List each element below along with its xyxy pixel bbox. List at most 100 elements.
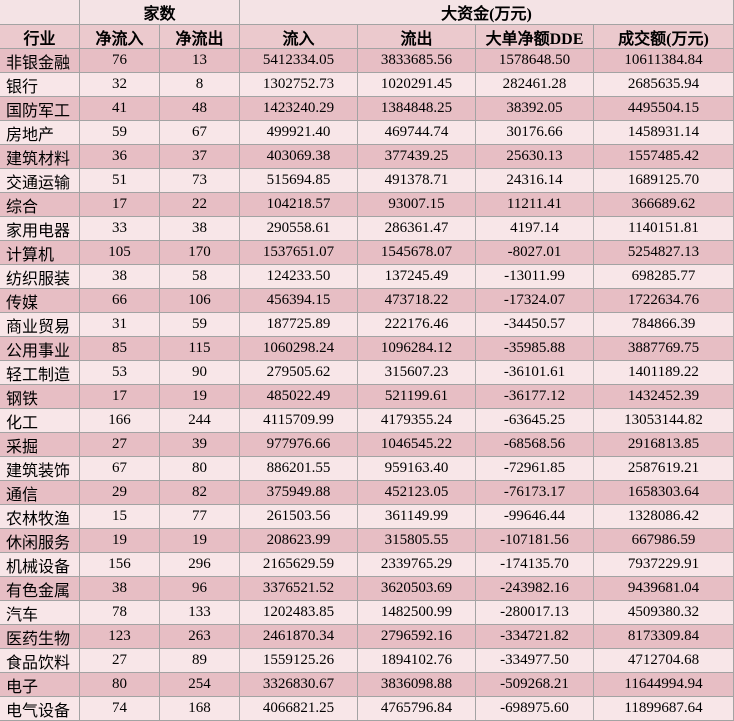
table-cell: 27 bbox=[80, 649, 160, 673]
table-cell: 5412334.05 bbox=[240, 49, 358, 73]
table-cell: 1423240.29 bbox=[240, 97, 358, 121]
table-cell: 115 bbox=[160, 337, 240, 361]
table-cell: 290558.61 bbox=[240, 217, 358, 241]
table-cell: 41 bbox=[80, 97, 160, 121]
table-cell: 499921.40 bbox=[240, 121, 358, 145]
table-cell: 1046545.22 bbox=[358, 433, 476, 457]
table-cell: 3376521.52 bbox=[240, 577, 358, 601]
table-cell: 19 bbox=[160, 529, 240, 553]
table-cell: 73 bbox=[160, 169, 240, 193]
table-cell: 80 bbox=[80, 673, 160, 697]
table-cell: 2796592.16 bbox=[358, 625, 476, 649]
table-cell: 82 bbox=[160, 481, 240, 505]
table-cell: 25630.13 bbox=[476, 145, 594, 169]
table-cell: 133 bbox=[160, 601, 240, 625]
industry-name: 家用电器 bbox=[0, 217, 80, 241]
table-cell: 11644994.94 bbox=[594, 673, 734, 697]
table-cell: 361149.99 bbox=[358, 505, 476, 529]
table-cell: 29 bbox=[80, 481, 160, 505]
table-cell: 93007.15 bbox=[358, 193, 476, 217]
table-cell: -13011.99 bbox=[476, 265, 594, 289]
industry-name: 综合 bbox=[0, 193, 80, 217]
table-cell: 977976.66 bbox=[240, 433, 358, 457]
table-cell: 4115709.99 bbox=[240, 409, 358, 433]
industry-name: 医药生物 bbox=[0, 625, 80, 649]
table-cell: 1894102.76 bbox=[358, 649, 476, 673]
table-cell: 1545678.07 bbox=[358, 241, 476, 265]
table-cell: 2461870.34 bbox=[240, 625, 358, 649]
table-cell: 469744.74 bbox=[358, 121, 476, 145]
table-cell: 104218.57 bbox=[240, 193, 358, 217]
table-cell: 473718.22 bbox=[358, 289, 476, 313]
column-header: 净流出 bbox=[160, 25, 240, 49]
table-cell: 4765796.84 bbox=[358, 697, 476, 721]
table-cell: 485022.49 bbox=[240, 385, 358, 409]
table-cell: 1689125.70 bbox=[594, 169, 734, 193]
table-cell: 17 bbox=[80, 193, 160, 217]
table-cell: 32 bbox=[80, 73, 160, 97]
industry-name: 食品饮料 bbox=[0, 649, 80, 673]
table-cell: 80 bbox=[160, 457, 240, 481]
table-cell: 1578648.50 bbox=[476, 49, 594, 73]
table-cell: 456394.15 bbox=[240, 289, 358, 313]
table-cell: -35985.88 bbox=[476, 337, 594, 361]
table-cell: 282461.28 bbox=[476, 73, 594, 97]
table-cell: 3620503.69 bbox=[358, 577, 476, 601]
table-cell: 886201.55 bbox=[240, 457, 358, 481]
industry-name: 农林牧渔 bbox=[0, 505, 80, 529]
industry-name: 计算机 bbox=[0, 241, 80, 265]
table-cell: 286361.47 bbox=[358, 217, 476, 241]
table-cell: -63645.25 bbox=[476, 409, 594, 433]
table-cell: 1482500.99 bbox=[358, 601, 476, 625]
table-cell: 8 bbox=[160, 73, 240, 97]
table-cell: 51 bbox=[80, 169, 160, 193]
table-cell: 208623.99 bbox=[240, 529, 358, 553]
table-cell: 7937229.91 bbox=[594, 553, 734, 577]
table-cell: 9439681.04 bbox=[594, 577, 734, 601]
table-cell: -334977.50 bbox=[476, 649, 594, 673]
table-cell: -107181.56 bbox=[476, 529, 594, 553]
table-cell: 1384848.25 bbox=[358, 97, 476, 121]
table-cell: 254 bbox=[160, 673, 240, 697]
table-cell: 1020291.45 bbox=[358, 73, 476, 97]
table-cell: 315607.23 bbox=[358, 361, 476, 385]
table-cell: 5254827.13 bbox=[594, 241, 734, 265]
table-cell: 698285.77 bbox=[594, 265, 734, 289]
column-header: 成交额(万元) bbox=[594, 25, 734, 49]
table-cell: 315805.55 bbox=[358, 529, 476, 553]
column-header: 净流入 bbox=[80, 25, 160, 49]
table-cell: 366689.62 bbox=[594, 193, 734, 217]
table-cell: 19 bbox=[80, 529, 160, 553]
table-cell: -509268.21 bbox=[476, 673, 594, 697]
table-cell: 89 bbox=[160, 649, 240, 673]
table-cell: -17324.07 bbox=[476, 289, 594, 313]
table-cell: -243982.16 bbox=[476, 577, 594, 601]
table-cell: 38 bbox=[80, 265, 160, 289]
table-cell: 15 bbox=[80, 505, 160, 529]
table-cell: 491378.71 bbox=[358, 169, 476, 193]
table-cell: 4066821.25 bbox=[240, 697, 358, 721]
table-cell: 74 bbox=[80, 697, 160, 721]
industry-name: 商业贸易 bbox=[0, 313, 80, 337]
industry-name: 钢铁 bbox=[0, 385, 80, 409]
table-cell: 38 bbox=[160, 217, 240, 241]
table-cell: 1559125.26 bbox=[240, 649, 358, 673]
table-cell: 2685635.94 bbox=[594, 73, 734, 97]
table-cell: -698975.60 bbox=[476, 697, 594, 721]
table-cell: 3836098.88 bbox=[358, 673, 476, 697]
table-cell: -36101.61 bbox=[476, 361, 594, 385]
table-cell: -99646.44 bbox=[476, 505, 594, 529]
industry-name: 建筑装饰 bbox=[0, 457, 80, 481]
table-cell: 85 bbox=[80, 337, 160, 361]
table-cell: 166 bbox=[80, 409, 160, 433]
table-cell: 4179355.24 bbox=[358, 409, 476, 433]
industry-name: 银行 bbox=[0, 73, 80, 97]
table-cell: 4712704.68 bbox=[594, 649, 734, 673]
table-cell: 17 bbox=[80, 385, 160, 409]
table-cell: 1432452.39 bbox=[594, 385, 734, 409]
industry-name: 非银金融 bbox=[0, 49, 80, 73]
group-header: 大资金(万元) bbox=[240, 0, 734, 25]
table-cell: 1401189.22 bbox=[594, 361, 734, 385]
table-cell: 96 bbox=[160, 577, 240, 601]
table-cell: 521199.61 bbox=[358, 385, 476, 409]
